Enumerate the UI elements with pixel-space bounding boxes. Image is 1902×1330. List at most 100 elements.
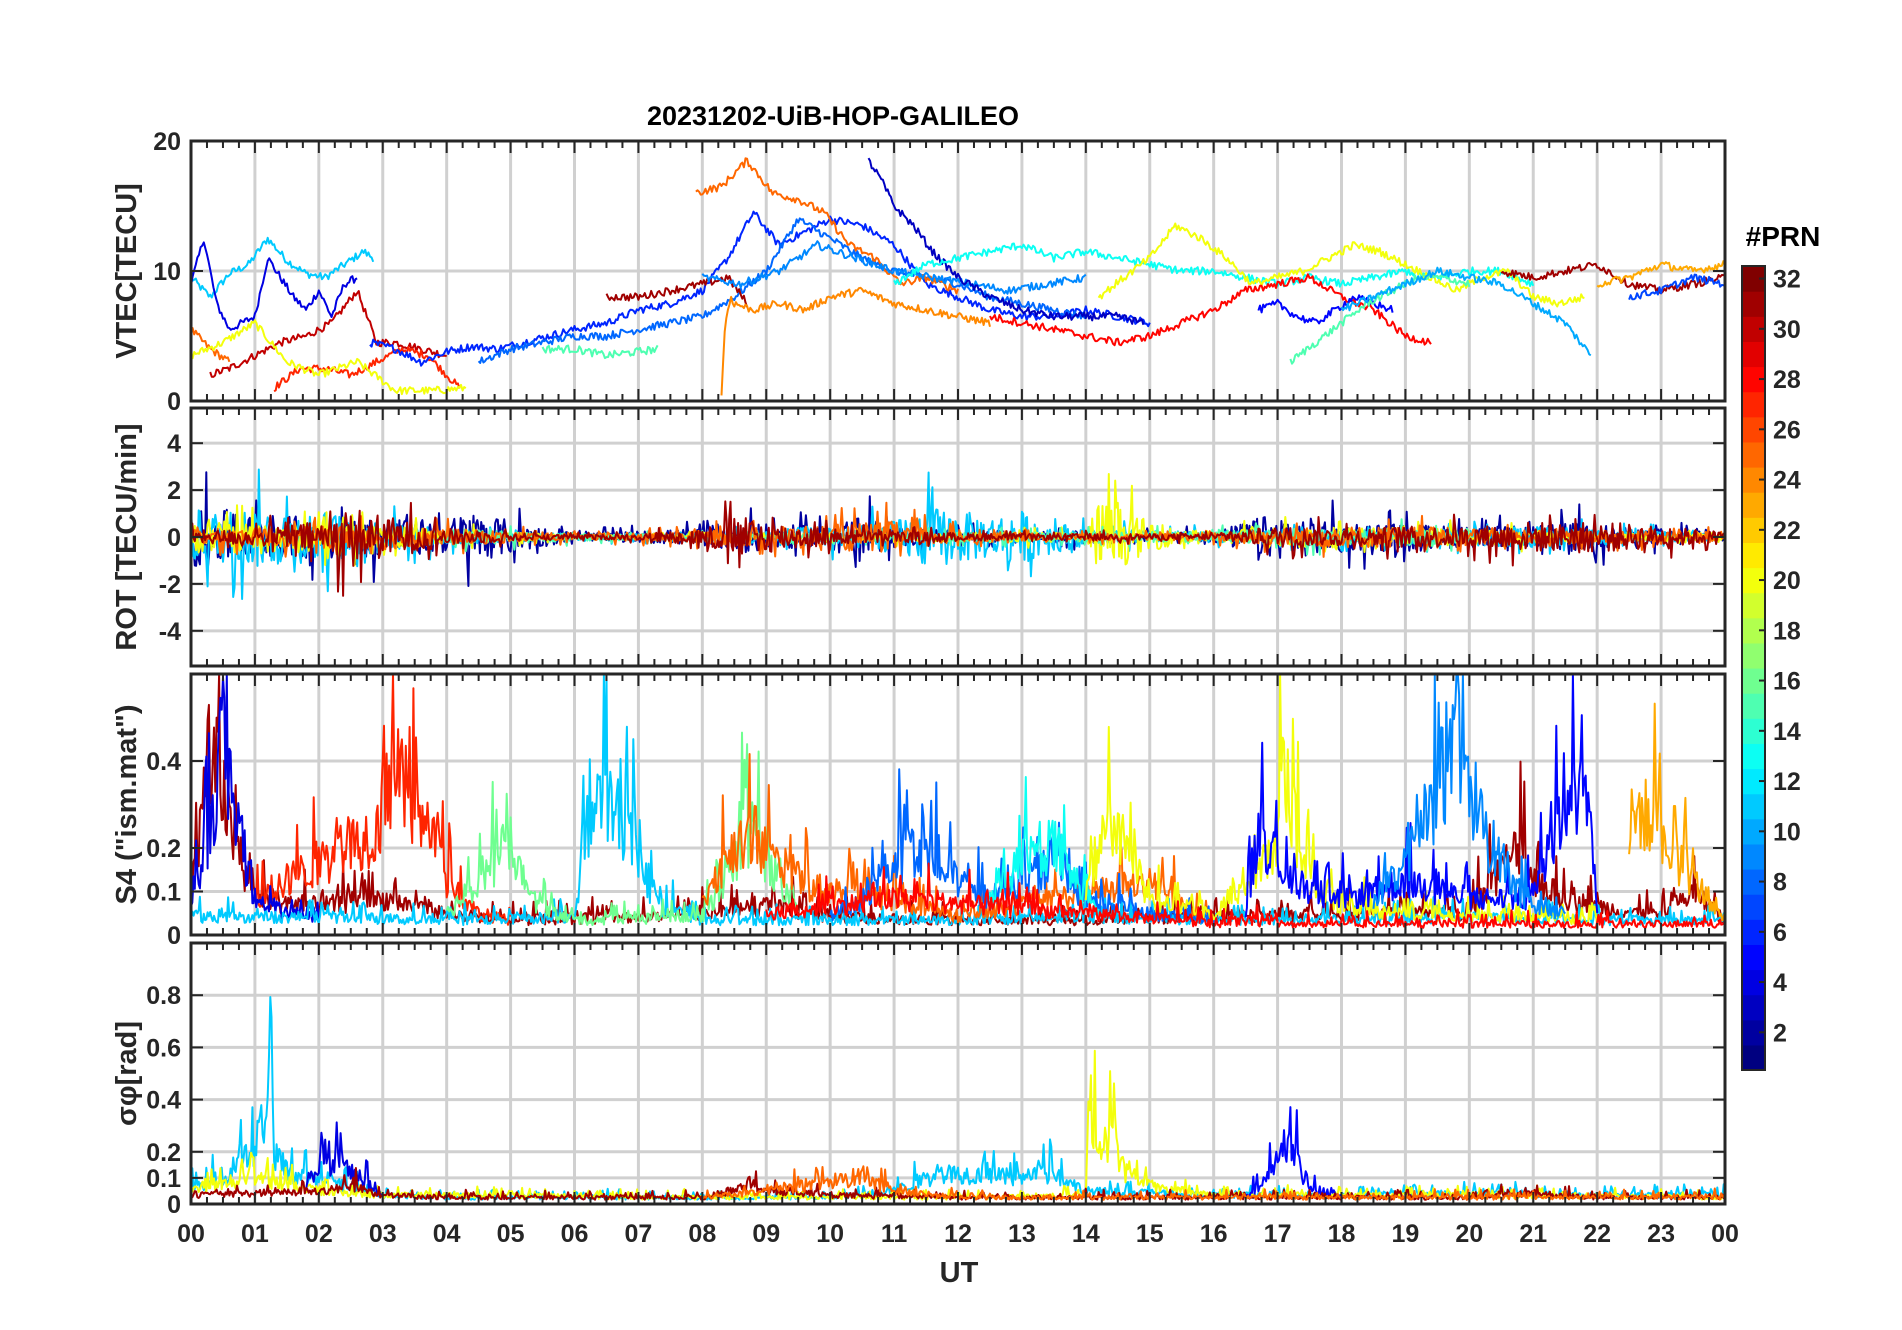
colorbar-tick-label: 16 <box>1773 668 1801 696</box>
y-axis-label-sigma_phi: σφ[rad] <box>111 1021 143 1126</box>
colorbar-tick-label: 18 <box>1773 617 1801 645</box>
x-tick-label: 18 <box>1328 1220 1356 1248</box>
minor-ticks-sigma_phi <box>205 943 1711 1204</box>
y-tick-label-sigma_phi: 0.1 <box>146 1165 181 1193</box>
trace-vtec-prn-9-12 <box>701 240 1087 295</box>
colorbar-tick-label: 12 <box>1773 768 1801 796</box>
x-axis-label: UT <box>940 1257 979 1289</box>
colorbar-swatch-prn-3 <box>1742 994 1765 1021</box>
minor-ticks-rot <box>205 408 1711 666</box>
trace-vtec-prn-23-21 <box>1596 260 1725 288</box>
x-tick-label: 16 <box>1200 1220 1228 1248</box>
y-tick-label-vtec: 10 <box>153 258 181 286</box>
trace-vtec-prn-3-13 <box>867 157 1145 326</box>
trace-s4-prn-25-5 <box>701 753 1215 924</box>
trace-vtec-prn-25-10 <box>695 157 959 295</box>
colorbar-swatch-prn-12 <box>1742 768 1765 795</box>
colorbar-swatch-prn-25 <box>1742 441 1765 468</box>
colorbar-swatch-prn-28 <box>1742 366 1765 393</box>
trace-vtec-prn-10-19 <box>1340 266 1592 357</box>
x-tick-label: 01 <box>241 1220 269 1248</box>
trace-vtec-prn-8-7 <box>477 217 1087 364</box>
colorbar-swatch-prn-15 <box>1742 693 1765 719</box>
x-tick-label: 17 <box>1264 1220 1292 1248</box>
colorbar-swatch-prn-23 <box>1742 492 1765 518</box>
trace-vtec-prn-15-8 <box>541 344 659 360</box>
colorbar-swatch-prn-8 <box>1742 869 1765 895</box>
y-tick-label-vtec: 20 <box>153 128 181 156</box>
colorbar-swatch-prn-16 <box>1742 668 1765 694</box>
x-tick-label: 14 <box>1072 1220 1100 1248</box>
x-tick-label: 11 <box>881 1220 908 1248</box>
x-tick-label: 00 <box>177 1220 205 1248</box>
colorbar-tick-label: 26 <box>1773 416 1801 444</box>
colorbar-tick-label: 22 <box>1773 517 1801 545</box>
x-tick-label: 07 <box>625 1220 653 1248</box>
colorbar-tick-label: 10 <box>1773 818 1801 846</box>
trace-vtec-prn-11-0 <box>191 236 375 299</box>
y-tick-label-sigma_phi: 0.6 <box>146 1034 181 1062</box>
colorbar-swatch-prn-5 <box>1742 944 1765 971</box>
colorbar-swatch-prn-17 <box>1742 642 1765 669</box>
trace-s4-prn-4-2 <box>191 674 320 923</box>
trace-s4-prn-16-4 <box>445 731 800 926</box>
y-tick-label-rot: 2 <box>167 477 181 505</box>
traces-rot <box>191 468 1725 600</box>
y-tick-label-sigma_phi: 0 <box>167 1191 181 1219</box>
x-tick-label: 13 <box>1008 1220 1036 1248</box>
trace-sigma_phi-prn-4-2 <box>305 1121 384 1197</box>
colorbar-tick-label: 14 <box>1773 718 1801 746</box>
minor-ticks-vtec <box>205 141 1711 401</box>
x-tick-label: 02 <box>305 1220 333 1248</box>
y-tick-label-sigma_phi: 0.8 <box>146 982 181 1010</box>
y-tick-label-s4: 0 <box>167 922 181 950</box>
panel-s4: 0 0.1 0.2 0.4S4 ("ism.mat") <box>111 672 1727 950</box>
colorbar-tick-label: 2 <box>1773 1019 1787 1047</box>
panel-rot: -4 -2 0 2 4 ROT [TECU/min] <box>111 406 1727 668</box>
trace-vtec-prn-31-20 <box>1500 261 1725 295</box>
grid-sigma_phi <box>191 943 1725 1204</box>
colorbar-swatch-prn-24 <box>1742 467 1765 493</box>
x-tick-label: 04 <box>433 1220 461 1248</box>
colorbar-swatch-prn-21 <box>1742 542 1765 569</box>
x-tick-label: 05 <box>497 1220 525 1248</box>
trace-vtec-prn-24-11 <box>720 286 991 396</box>
colorbar-swatch-prn-1 <box>1742 1044 1765 1071</box>
panel-sigma_phi: 00.10.2 0.4 0.6 0.8σφ[rad] <box>111 941 1727 1219</box>
trace-vtec-prn-4-1 <box>191 241 358 331</box>
colorbar-frame <box>1741 265 1766 1071</box>
figure-title: 20231202-UiB-HOP-GALILEO <box>647 101 1019 131</box>
x-tick-label: 03 <box>369 1220 397 1248</box>
y-tick-label-rot: -2 <box>159 571 181 599</box>
colorbar-tick-label: 28 <box>1773 366 1801 394</box>
traces-vtec <box>191 157 1725 396</box>
y-tick-label-s4: 0.4 <box>146 748 181 776</box>
x-tick-label: 20 <box>1455 1220 1483 1248</box>
y-tick-label-vtec: 0 <box>167 388 181 416</box>
colorbar-swatch-prn-19 <box>1742 592 1765 619</box>
y-tick-label-sigma_phi: 0.4 <box>146 1087 181 1115</box>
colorbar-swatch-prn-9 <box>1742 843 1765 870</box>
x-tick-labels: 00 01 02 03 04 05 06 07 08 09 10 11 12 13 14 15 16 17 18 19… <box>177 1220 1739 1248</box>
trace-vtec-prn-25-2 <box>191 327 231 363</box>
colorbar-swatch-prn-32 <box>1742 266 1765 292</box>
colorbar-swatch-prn-30 <box>1742 316 1765 342</box>
trace-vtec-prn-7-22 <box>1628 273 1725 301</box>
colorbar-swatch-prn-20 <box>1742 567 1765 594</box>
y-tick-label-s4: 0.2 <box>146 835 181 863</box>
grid-s4 <box>191 674 1725 935</box>
y-axis-label-rot: ROT [TECU/min] <box>111 423 143 650</box>
trace-s4-prn-27-1 <box>253 674 512 926</box>
colorbar-swatch-prn-11 <box>1742 793 1765 820</box>
x-tick-label: 06 <box>561 1220 589 1248</box>
trace-vtec-prn-30-3 <box>209 290 447 378</box>
trace-vtec-prn-6-6 <box>369 210 1151 367</box>
trace-rot-prn-25-4 <box>191 501 1725 558</box>
y-tick-label-s4: 0.1 <box>146 879 181 907</box>
colorbar-swatch-prn-27 <box>1742 391 1765 418</box>
x-tick-label: 19 <box>1392 1220 1420 1248</box>
trace-s4-prn-9-10 <box>1372 674 1566 920</box>
